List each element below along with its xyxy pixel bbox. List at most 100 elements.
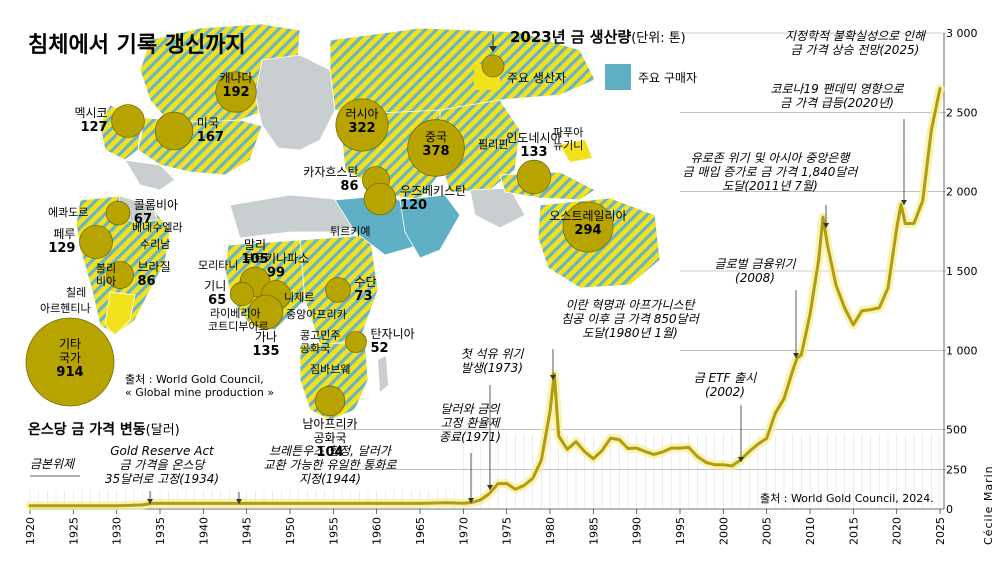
country-name: 오스트레일리아 [549,209,626,223]
production-value: 104 [316,445,343,460]
production-bubble [105,200,131,226]
legend-buyers-label: 주요 구매자 [638,71,697,85]
production-bubble [516,159,552,195]
production-bubbles [25,71,614,417]
country-name: 짐바브웨 [310,363,350,376]
country-name: 수단 [354,275,376,289]
y-tick-label: 250 [946,463,967,476]
country-name: 캐나다 [219,71,252,85]
x-tick-label: 1945 [241,517,254,545]
price-line [28,87,942,508]
legend-producers-label: 주요 생산자 [507,71,566,85]
x-tick-label: 1965 [414,517,427,545]
country-name: 말리 [244,238,266,252]
legend-title: 2023년 금 생산량(단위: 톤) [510,28,686,46]
x-tick-label: 2015 [847,517,860,545]
annotation: Gold Reserve Act 금 가격을 온스당 35달러로 고정(1934) [105,444,219,504]
x-tick-label: 2020 [891,517,904,545]
x-tick-label: 1920 [24,517,37,545]
annotation-text: 유로존 위기 및 아시아 중앙은행 금 매입 증가로 금 가격 1,840달러 도달… [683,151,859,193]
production-bubble [335,98,389,152]
annotation-text: 이란 혁명과 아프가니스탄 침공 이후 금 가격 850달러 도달(1980년 1월… [561,298,699,340]
x-tick-label: 1950 [284,517,297,545]
country-name: 필리핀 [478,138,508,151]
price-annotations: 금본위제 Gold Reserve Act 금 가격을 온스당 35달러로 고정(19… [30,29,927,504]
annotation: 금본위제 [30,457,80,477]
land-papua [560,140,592,162]
legend-bubble-icon [481,54,505,78]
x-axis-ticks: 1920 1925 1930 1935 1940 1945 1950 1955 1960 1965… [24,509,947,545]
country-name: 아르헨티나 [40,302,91,315]
annotation: 달러와 금의 고정 환율제 종료(1971) [439,402,501,503]
arrow-down-icon [738,457,744,462]
country-name: 중국 [425,130,447,144]
production-bubble [314,385,346,417]
arrow-down-icon [147,499,153,504]
country-name: 기타 국가 [59,337,81,365]
x-tick-label: 2025 [934,517,947,545]
production-value: 86 [137,274,155,289]
x-tick-label: 1995 [674,517,687,545]
arrow-down-icon [487,485,493,490]
production-value: 192 [222,85,249,100]
production-bubble [345,331,367,353]
production-value: 129 [48,241,75,256]
country-name: 콩고민주 공화국 [300,329,340,355]
y-tick-label: 1 000 [946,344,978,357]
x-tick-label: 1955 [327,517,340,545]
horizontal-grid [30,32,946,510]
legend-arrow-icon [489,46,497,52]
author-credit: Cécile Marin [982,465,995,545]
production-value: 67 [134,212,152,227]
production-value: 73 [354,289,372,304]
production-bubble [562,201,614,253]
production-value: 294 [574,223,601,238]
map-source: 출처 : World Gold Council, « Global mine pr… [125,373,274,399]
x-tick-label: 1930 [111,517,124,545]
annotation: 유로존 위기 및 아시아 중앙은행 금 매입 증가로 금 가격 1,840달러 도달… [683,151,859,228]
country-name: 모리타니 [198,259,238,272]
annotation-text: 금본위제 [30,457,76,471]
country-name: 멕시코 [74,106,107,120]
annotation-text: 달러와 금의 고정 환율제 종료(1971) [439,402,501,444]
country-name: 에콰도르 [48,206,88,219]
x-tick-label: 1940 [197,517,210,545]
country-name: 베네수엘라 [132,221,183,234]
country-name: 미국 [197,116,219,130]
annotation-text: 지정학적 불확실성으로 인해 금 가격 상승 전망(2025) [785,29,927,57]
arrow-down-icon [823,223,829,228]
annotation: 첫 석유 위기 발생(1973) [461,347,524,490]
land-se-asia [469,187,526,229]
legend-buyer-swatch [605,64,631,90]
production-value: 167 [197,130,224,145]
production-value: 65 [208,293,226,308]
production-bubble [407,119,465,177]
x-tick-label: 1990 [631,517,644,545]
land-russia [329,27,596,119]
price-source: 출처 : World Gold Council, 2024. [760,492,934,505]
x-tick-label: 1980 [544,517,557,545]
production-bubble [106,261,134,289]
map-title: 침체에서 기록 갱신까지 [28,33,246,58]
y-tick-label: 2 000 [946,186,978,199]
country-name: 브라질 [137,260,170,274]
country-name: 남아프리카 공화국 [302,417,357,445]
country-name: 가나 [255,330,277,344]
production-bubble [229,281,255,307]
annotation: 글로벌 금융위기 (2008) [714,257,799,358]
annotation: 금 ETF 출시 (2002) [694,371,757,462]
x-tick-label: 2010 [804,517,817,545]
